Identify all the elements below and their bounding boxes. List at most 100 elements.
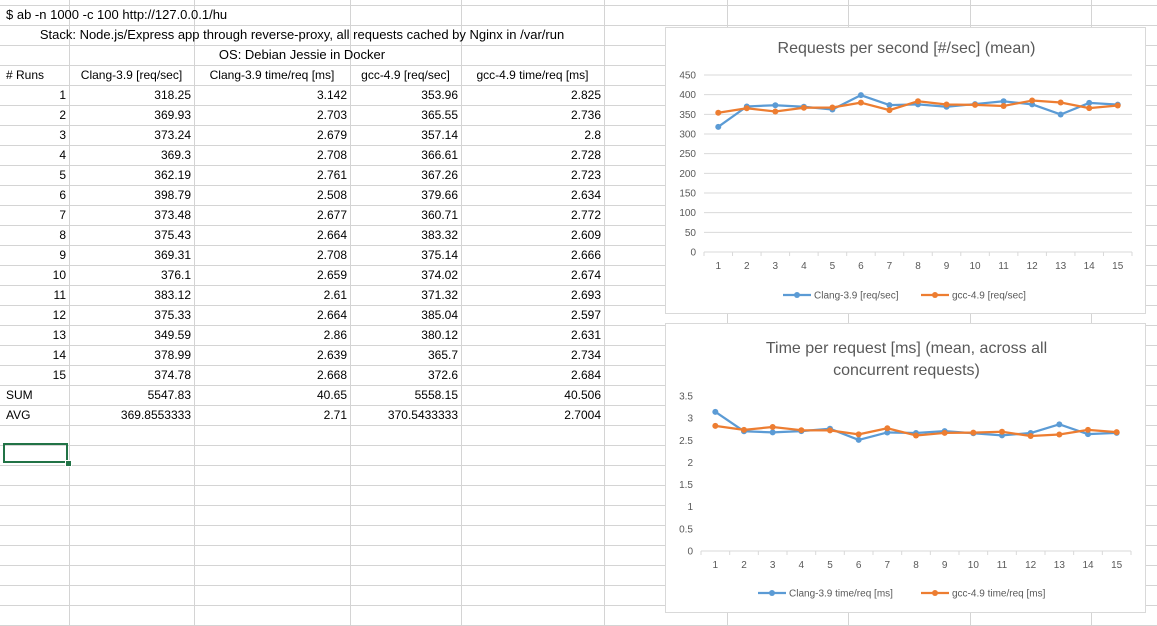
gcc-time-cell[interactable]: 2.734 [570,348,601,362]
column-header[interactable]: gcc-4.9 time/req [ms] [476,68,589,82]
gcc-time-cell[interactable]: 2.693 [570,288,601,302]
clang-time-cell[interactable]: 2.508 [316,188,347,202]
gcc-time-cell[interactable]: 2.728 [570,148,601,162]
gcc-rps-cell[interactable]: 371.32 [421,288,458,302]
clang-rps-cell[interactable]: 369.31 [154,248,191,262]
requests-per-second-chart[interactable]: Requests per second [#/sec] (mean) 0 50 100… [665,27,1146,314]
clang-rps-cell[interactable]: 375.43 [154,228,191,242]
y-tick-label: 300 [679,130,696,141]
sum-value[interactable]: 5558.15 [414,388,458,402]
run-count-cell[interactable]: 7 [59,208,66,222]
clang-time-cell[interactable]: 2.86 [323,328,347,342]
gcc-time-cell[interactable]: 2.684 [570,368,601,382]
column-header[interactable]: Clang-3.9 time/req [ms] [209,68,335,82]
clang-time-cell[interactable]: 2.664 [316,308,347,322]
run-count-cell[interactable]: 6 [59,188,66,202]
sum-value[interactable]: 5547.83 [147,388,191,402]
sum-value[interactable]: 40.65 [316,388,347,402]
clang-rps-cell[interactable]: 373.24 [154,128,191,142]
clang-time-cell[interactable]: 2.677 [316,208,347,222]
gcc-time-cell[interactable]: 2.772 [570,208,601,222]
clang-rps-cell[interactable]: 373.48 [154,208,191,222]
fill-handle[interactable] [65,460,72,467]
gcc-rps-cell[interactable]: 360.71 [421,208,458,222]
gcc-rps-cell[interactable]: 353.96 [421,88,458,102]
gcc-time-cell[interactable]: 2.723 [570,168,601,182]
clang-time-cell[interactable]: 2.639 [316,348,347,362]
avg-value[interactable]: 370.5433333 [387,408,458,422]
sum-label[interactable]: SUM [6,388,33,402]
run-count-cell[interactable]: 11 [53,288,66,302]
gcc-time-cell[interactable]: 2.8 [584,128,601,142]
clang-rps-cell[interactable]: 349.59 [154,328,191,342]
clang-rps-cell[interactable]: 383.12 [154,288,191,302]
clang-rps-cell[interactable]: 378.99 [154,348,191,362]
column-header[interactable]: Clang-3.9 [req/sec] [80,68,183,82]
gcc-rps-cell[interactable]: 367.26 [421,168,458,182]
run-count-cell[interactable]: 5 [59,168,66,182]
time-per-request-chart[interactable]: Time per request [ms] (mean, across all c… [665,323,1146,613]
avg-label[interactable]: AVG [6,408,31,422]
clang-time-cell[interactable]: 2.664 [316,228,347,242]
gcc-rps-cell[interactable]: 365.55 [421,108,458,122]
gcc-time-cell[interactable]: 2.674 [570,268,601,282]
gcc-rps-cell[interactable]: 372.6 [427,368,458,382]
clang-time-cell[interactable]: 3.142 [316,88,347,102]
clang-rps-cell[interactable]: 398.79 [154,188,191,202]
x-tick-label: 11 [997,560,1008,571]
os-cell[interactable]: OS: Debian Jessie in Docker [218,47,386,62]
gcc-rps-cell[interactable]: 366.61 [421,148,458,162]
run-count-cell[interactable]: 12 [52,308,66,322]
clang-rps-cell[interactable]: 362.19 [154,168,191,182]
run-count-cell[interactable]: 8 [59,228,66,242]
clang-time-cell[interactable]: 2.679 [316,128,347,142]
clang-time-cell[interactable]: 2.668 [316,368,347,382]
command-cell[interactable]: $ ab -n 1000 -c 100 http://127.0.0.1/hu [6,7,228,22]
avg-value[interactable]: 2.71 [323,408,347,422]
column-header[interactable]: # Runs [6,68,45,82]
column-header[interactable]: gcc-4.9 [req/sec] [361,68,450,82]
clang-rps-cell[interactable]: 318.25 [154,88,191,102]
gcc-rps-cell[interactable]: 375.14 [421,248,458,262]
run-count-cell[interactable]: 13 [52,328,66,342]
gcc-rps-cell[interactable]: 374.02 [421,268,458,282]
run-count-cell[interactable]: 2 [59,108,66,122]
clang-time-cell[interactable]: 2.61 [323,288,347,302]
gcc-rps-cell[interactable]: 383.32 [421,228,458,242]
run-count-cell[interactable]: 15 [52,368,66,382]
gcc-time-cell[interactable]: 2.666 [570,248,601,262]
gcc-rps-cell[interactable]: 365.7 [427,348,458,362]
clang-time-cell[interactable]: 2.708 [316,148,347,162]
clang-rps-cell[interactable]: 375.33 [154,308,191,322]
gcc-rps-cell[interactable]: 379.66 [421,188,458,202]
clang-rps-cell[interactable]: 376.1 [160,268,191,282]
run-count-cell[interactable]: 10 [52,268,66,282]
gcc-time-cell[interactable]: 2.609 [570,228,601,242]
clang-time-cell[interactable]: 2.659 [316,268,347,282]
clang-rps-cell[interactable]: 369.93 [154,108,191,122]
run-count-cell[interactable]: 14 [52,348,66,362]
run-count-cell[interactable]: 4 [59,148,66,162]
gcc-time-cell[interactable]: 2.736 [570,108,601,122]
gcc-rps-cell[interactable]: 357.14 [421,128,458,142]
clang-time-cell[interactable]: 2.703 [316,108,347,122]
gcc-time-cell[interactable]: 2.631 [570,328,601,342]
run-count-cell[interactable]: 1 [59,88,66,102]
run-count-cell[interactable]: 9 [59,248,66,262]
run-count-cell[interactable]: 3 [59,128,66,142]
stack-cell[interactable]: Stack: Node.js/Express app through rever… [39,27,565,42]
clang-time-cell[interactable]: 2.761 [316,168,347,182]
data-point [1027,432,1034,439]
avg-value[interactable]: 2.7004 [564,408,601,422]
clang-rps-cell[interactable]: 369.3 [160,148,191,162]
clang-time-cell[interactable]: 2.708 [316,248,347,262]
gcc-time-cell[interactable]: 2.597 [570,308,601,322]
gcc-time-cell[interactable]: 2.825 [570,88,601,102]
gcc-time-cell[interactable]: 2.634 [570,188,601,202]
gcc-rps-cell[interactable]: 380.12 [421,328,458,342]
clang-rps-cell[interactable]: 374.78 [154,368,191,382]
gcc-rps-cell[interactable]: 385.04 [421,308,458,322]
sum-value[interactable]: 40.506 [564,388,601,402]
selected-cell[interactable] [3,443,68,463]
avg-value[interactable]: 369.8553333 [120,408,191,422]
